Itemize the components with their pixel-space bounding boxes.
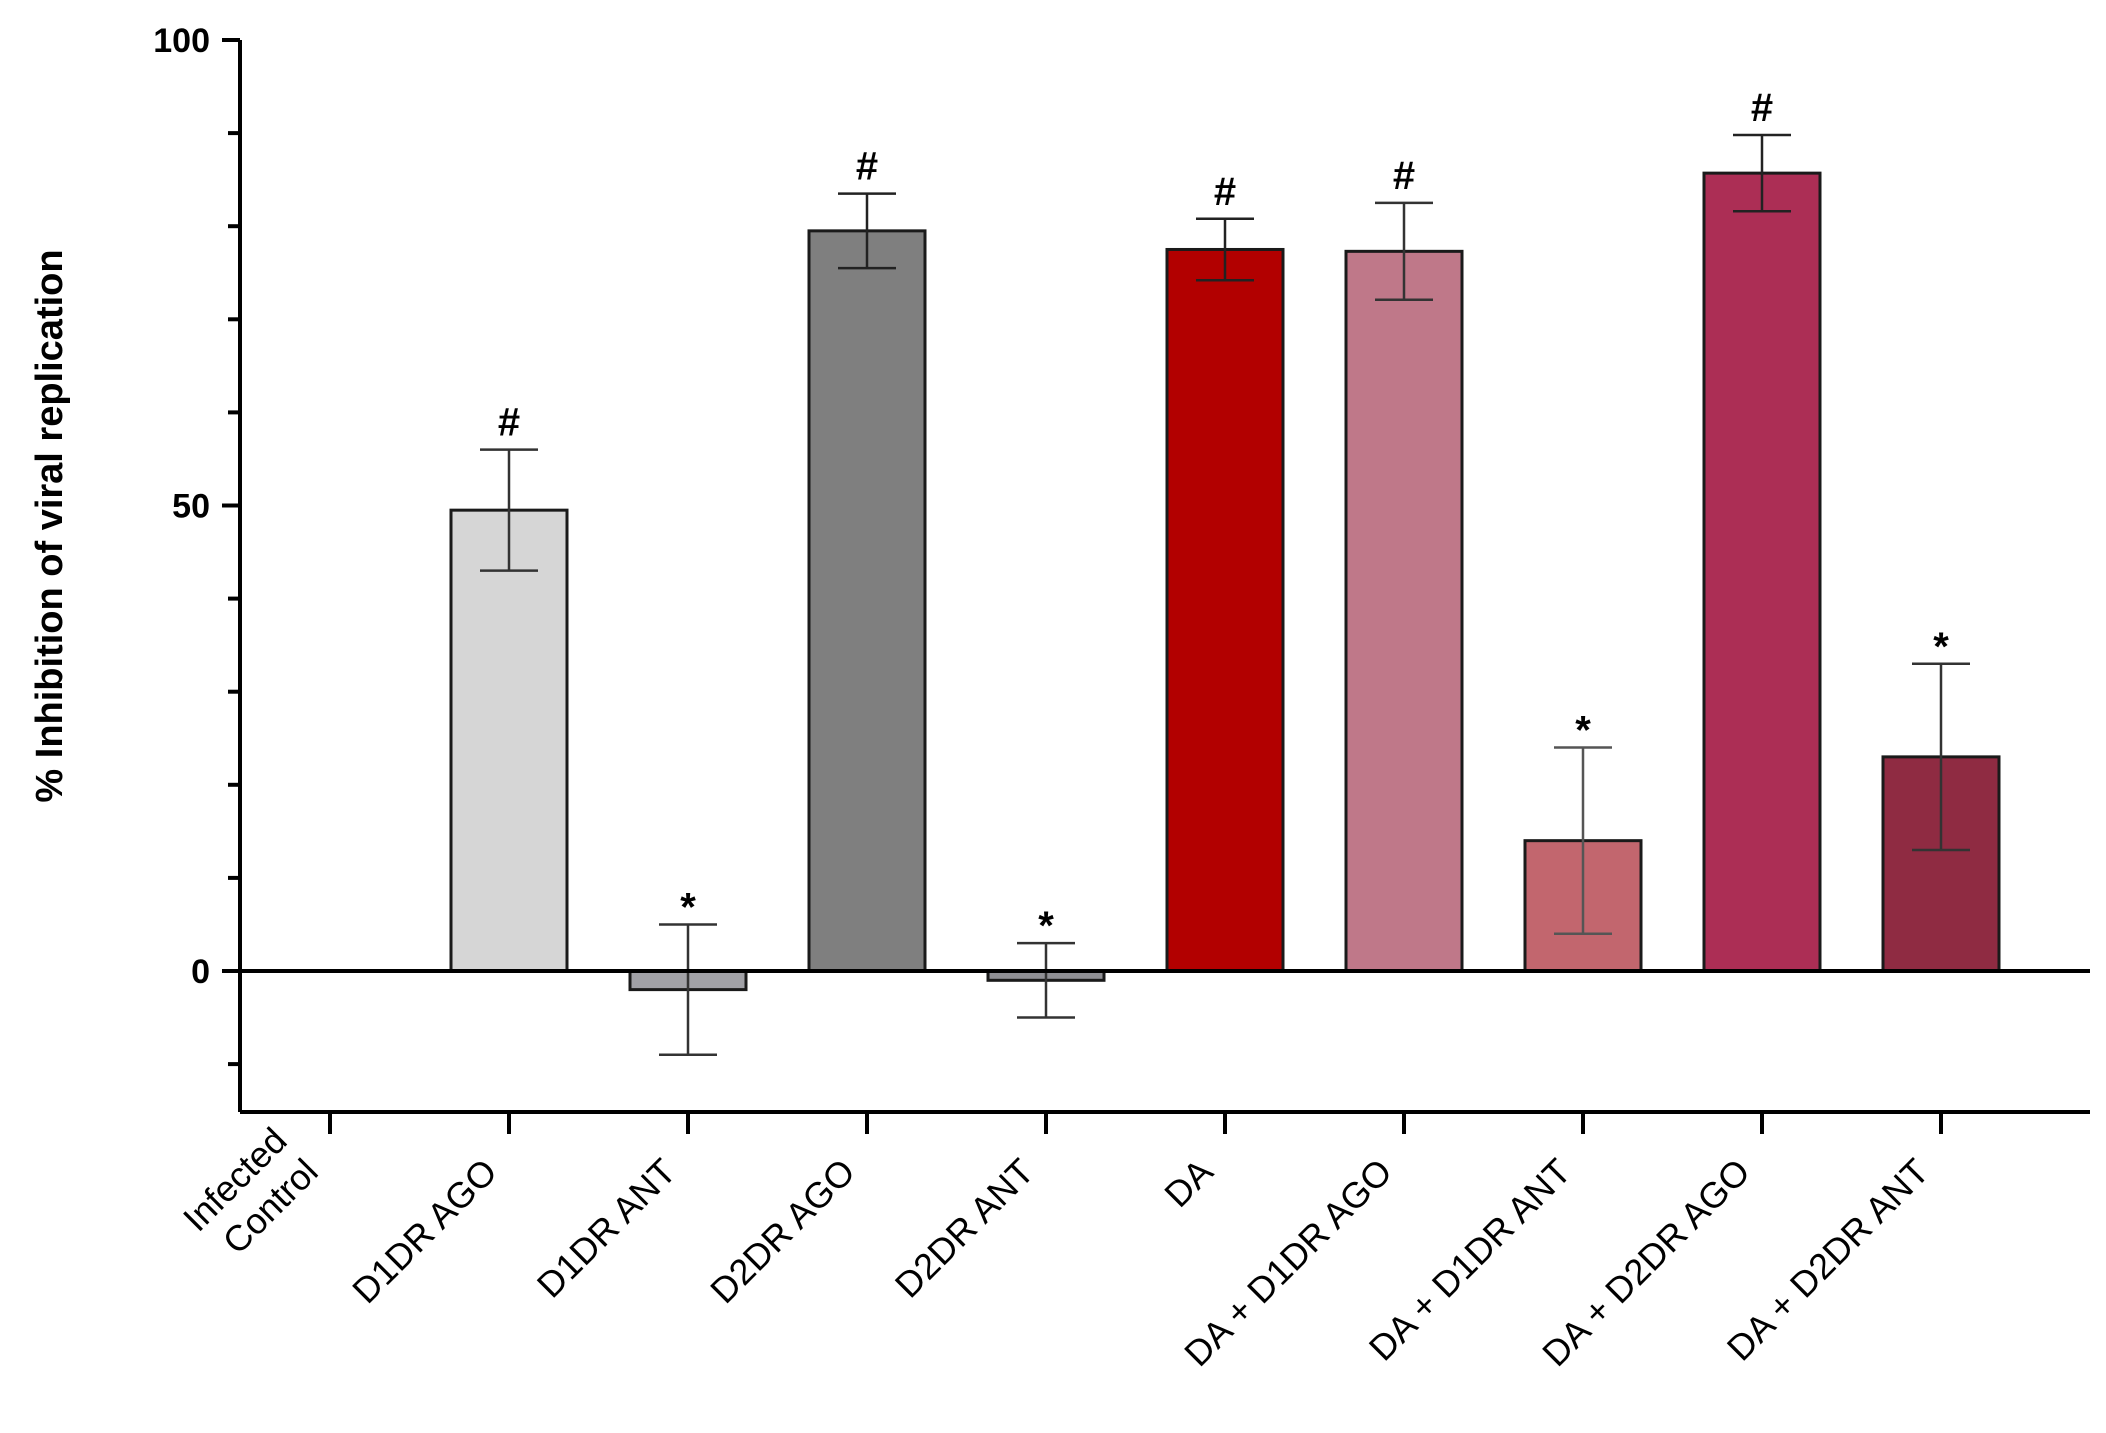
x-tick-label-line: D2DR ANT [887,1151,1042,1306]
significance-hash: # [1751,86,1773,130]
error-bar [1196,217,1254,282]
error-bar [838,192,896,270]
significance-star: * [1933,625,1949,669]
error-bar [1017,941,1075,1019]
bar [807,229,927,973]
significance-star: * [1575,709,1591,753]
x-tick-label: D1DR AGO [344,1151,505,1312]
significance-star: * [1038,904,1054,948]
y-axis-label: % Inhibition of viral replication [29,249,71,802]
bar [1702,171,1822,973]
bar [1165,247,1285,973]
bar [449,508,569,973]
significance-hash: # [856,145,878,189]
x-tick-label: DA [1156,1151,1220,1215]
error-bar [1375,201,1433,301]
x-tick-label: InfectedControl [175,1120,326,1271]
significance-hash: # [1393,154,1415,198]
x-tick-label-line: D1DR AGO [344,1151,505,1312]
significance-star: * [680,885,696,929]
significance-hash: # [498,401,520,445]
error-bar [1554,746,1612,936]
x-tick-label-line: D1DR ANT [529,1151,684,1306]
x-tick-label: D1DR ANT [529,1151,684,1306]
y-tick-label: 0 [191,953,210,991]
x-tick-label: D2DR AGO [702,1151,863,1312]
significance-hash: # [1214,170,1236,214]
error-bar [480,448,538,572]
x-tick-label-line: D2DR AGO [702,1151,863,1312]
bar [1344,249,1464,973]
y-tick-label: 50 [172,488,210,526]
x-tick-label: D2DR ANT [887,1151,1042,1306]
error-bar [659,923,717,1057]
error-bar [1733,133,1791,213]
y-tick-label: 100 [153,22,210,60]
error-bar [1912,662,1970,852]
x-tick-label-line: DA [1156,1151,1220,1215]
